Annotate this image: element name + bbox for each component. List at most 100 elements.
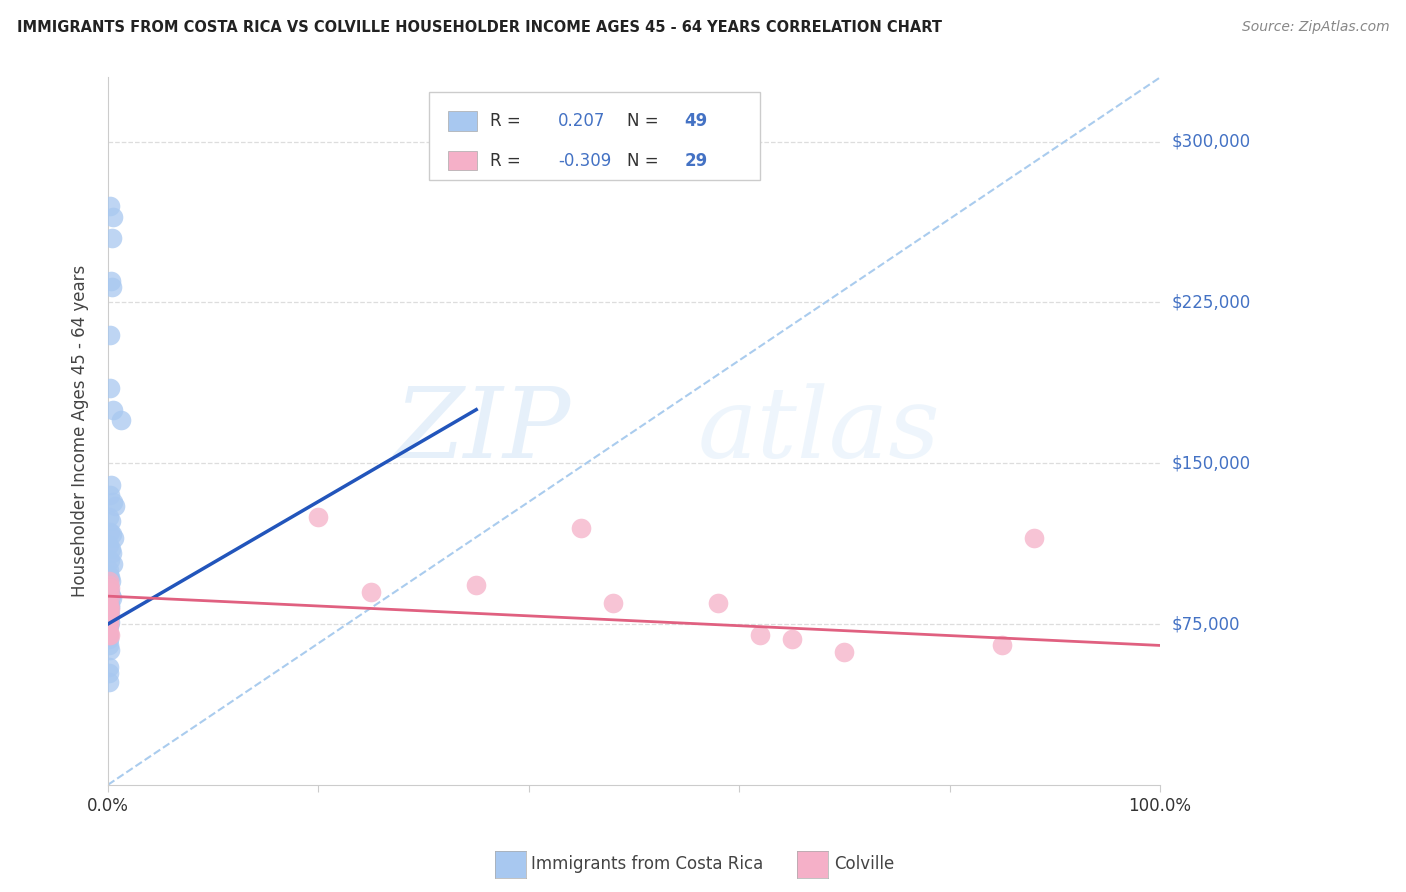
Point xyxy=(97,602,120,616)
Text: R =: R = xyxy=(489,152,520,169)
Point xyxy=(97,625,120,640)
Point xyxy=(100,589,122,603)
Point xyxy=(100,231,122,245)
Point xyxy=(98,327,121,342)
Text: Immigrants from Costa Rica: Immigrants from Costa Rica xyxy=(531,855,763,873)
Point xyxy=(98,599,121,614)
Point xyxy=(100,574,122,588)
Point xyxy=(571,520,593,534)
Point xyxy=(98,509,121,524)
Point xyxy=(103,210,125,224)
Point xyxy=(1022,531,1045,545)
Point xyxy=(307,509,329,524)
Text: $75,000: $75,000 xyxy=(1171,615,1240,633)
Point xyxy=(98,524,121,539)
Point xyxy=(97,628,120,642)
Point xyxy=(98,628,121,642)
Point xyxy=(98,607,121,621)
Text: $150,000: $150,000 xyxy=(1171,454,1250,472)
Point xyxy=(97,660,120,674)
Y-axis label: Householder Income Ages 45 - 64 years: Householder Income Ages 45 - 64 years xyxy=(72,265,89,598)
Point xyxy=(98,589,121,603)
Point xyxy=(97,608,120,623)
Point xyxy=(97,596,120,610)
Point xyxy=(110,413,132,427)
Point xyxy=(100,546,122,560)
Point xyxy=(103,557,125,571)
Point xyxy=(103,402,125,417)
Point xyxy=(360,585,382,599)
Point xyxy=(97,585,120,599)
Point xyxy=(98,585,121,599)
Text: -0.309: -0.309 xyxy=(558,152,612,169)
Point xyxy=(749,628,772,642)
Text: 29: 29 xyxy=(685,152,707,169)
Point xyxy=(97,607,120,621)
Point xyxy=(100,274,122,288)
Point xyxy=(97,624,120,638)
Point xyxy=(97,632,120,646)
Point xyxy=(101,591,124,606)
Point xyxy=(707,596,730,610)
Point xyxy=(780,632,803,646)
Point xyxy=(98,615,121,629)
Point xyxy=(98,617,121,632)
Point xyxy=(103,531,125,545)
Point xyxy=(100,541,122,556)
Point xyxy=(98,639,121,653)
FancyBboxPatch shape xyxy=(429,92,761,180)
FancyBboxPatch shape xyxy=(447,111,477,130)
Point xyxy=(98,628,121,642)
Point xyxy=(103,495,125,509)
Point xyxy=(98,578,121,592)
Point xyxy=(97,666,120,681)
Point xyxy=(98,602,121,616)
Point xyxy=(100,477,122,491)
Text: ZIP: ZIP xyxy=(395,384,571,479)
Point xyxy=(98,570,121,584)
Point xyxy=(602,596,624,610)
Point xyxy=(97,596,120,610)
Point xyxy=(98,581,121,595)
Text: $300,000: $300,000 xyxy=(1171,133,1250,151)
Point xyxy=(98,674,121,689)
Point xyxy=(98,488,121,502)
Text: N =: N = xyxy=(627,112,658,129)
Text: Source: ZipAtlas.com: Source: ZipAtlas.com xyxy=(1241,20,1389,34)
Point xyxy=(98,381,121,395)
Point xyxy=(98,199,121,213)
Point xyxy=(100,514,122,528)
Text: 0.207: 0.207 xyxy=(558,112,606,129)
FancyBboxPatch shape xyxy=(447,151,477,170)
Point xyxy=(98,599,121,614)
Text: IMMIGRANTS FROM COSTA RICA VS COLVILLE HOUSEHOLDER INCOME AGES 45 - 64 YEARS COR: IMMIGRANTS FROM COSTA RICA VS COLVILLE H… xyxy=(17,20,942,35)
Point xyxy=(991,639,1014,653)
Point xyxy=(98,538,121,552)
Point xyxy=(97,617,120,632)
Text: Colville: Colville xyxy=(834,855,894,873)
Point xyxy=(97,615,120,629)
Point xyxy=(97,598,120,612)
Text: atlas: atlas xyxy=(697,384,939,479)
Point xyxy=(98,598,121,612)
Point xyxy=(97,610,120,624)
Point xyxy=(98,552,121,566)
Point xyxy=(98,608,121,623)
Point xyxy=(101,280,124,294)
Text: $225,000: $225,000 xyxy=(1171,293,1250,311)
Point xyxy=(98,613,121,627)
Text: R =: R = xyxy=(489,112,520,129)
Point xyxy=(98,581,121,595)
Point xyxy=(97,563,120,577)
Point xyxy=(98,642,121,657)
Point xyxy=(465,578,488,592)
Text: N =: N = xyxy=(627,152,658,169)
Point xyxy=(97,619,120,633)
Point xyxy=(834,645,856,659)
Point xyxy=(101,527,124,541)
Text: 49: 49 xyxy=(685,112,707,129)
Point xyxy=(98,610,121,624)
Point xyxy=(98,567,121,582)
Point xyxy=(97,574,120,588)
Point xyxy=(104,499,127,513)
